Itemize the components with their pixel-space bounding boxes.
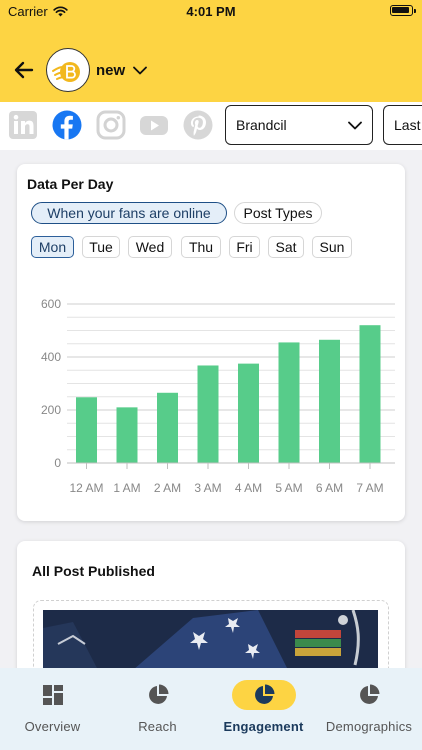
day-sun[interactable]: Sun <box>312 236 352 258</box>
x-tick-label: 1 AM <box>113 481 140 495</box>
chart-bar <box>359 325 381 463</box>
post-image[interactable] <box>43 610 378 670</box>
tab-icon-wrap <box>337 680 401 710</box>
tab-icon-wrap <box>21 680 85 710</box>
toggle-post-types-label: Post Types <box>243 205 313 221</box>
day-label: Thu <box>188 239 214 255</box>
date-range-value: Last <box>394 117 421 133</box>
day-label: Fri <box>236 239 253 255</box>
data-per-day-chart: 0 200 400 600 12 AM 1 AM 2 AM 3 AM 4 AM 5 AM 6 AM 7… <box>41 297 395 495</box>
day-thu[interactable]: Thu <box>181 236 221 258</box>
toggle-fans-online-label: When your fans are online <box>47 205 211 221</box>
pie-icon <box>360 684 380 704</box>
chevron-down-icon <box>133 66 148 75</box>
tab-demographics-label: Demographics <box>325 719 413 734</box>
brand-select[interactable]: Brandcil <box>225 105 373 145</box>
chart-bar <box>76 397 97 463</box>
battery-icon <box>390 5 416 16</box>
pinterest-icon[interactable] <box>183 110 213 140</box>
tab-engagement-label: Engagement <box>223 719 304 734</box>
toggle-post-types[interactable]: Post Types <box>234 202 322 224</box>
tab-icon-wrap <box>231 680 296 710</box>
chart-bar <box>157 392 178 463</box>
account-selector[interactable]: new <box>96 62 148 79</box>
date-range-select[interactable]: Last <box>383 105 422 145</box>
brand-select-value: Brandcil <box>236 117 287 133</box>
y-tick-label: 200 <box>41 403 61 417</box>
tab-reach[interactable]: Reach <box>105 680 210 736</box>
wifi-icon <box>53 6 68 17</box>
back-arrow-icon[interactable] <box>12 58 36 82</box>
post-image-graphic <box>43 610 378 670</box>
x-tick-label: 2 AM <box>154 481 181 495</box>
brand-logo-icon <box>52 62 80 82</box>
y-tick-label: 0 <box>54 456 61 470</box>
y-tick-label: 400 <box>41 350 61 364</box>
x-tick-label: 4 AM <box>235 481 262 495</box>
chart-bar <box>197 365 219 463</box>
day-sat[interactable]: Sat <box>268 236 304 258</box>
toggle-fans-online[interactable]: When your fans are online <box>31 202 227 224</box>
tab-demographics[interactable]: Demographics <box>316 680 422 736</box>
bottom-tab-bar <box>0 668 422 750</box>
status-time: 4:01 PM <box>186 4 236 19</box>
day-tue[interactable]: Tue <box>82 236 120 258</box>
instagram-icon[interactable] <box>96 110 126 140</box>
account-avatar[interactable] <box>46 48 90 92</box>
day-mon[interactable]: Mon <box>31 236 74 258</box>
pie-icon <box>148 684 168 704</box>
linkedin-icon[interactable] <box>8 110 38 140</box>
dashboard-icon <box>42 685 63 705</box>
day-wed[interactable]: Wed <box>128 236 172 258</box>
day-fri[interactable]: Fri <box>229 236 260 258</box>
tab-reach-label: Reach <box>138 719 177 734</box>
chevron-down-icon <box>348 121 362 129</box>
chart-bar <box>278 342 300 463</box>
x-tick-label: 12 AM <box>69 481 103 495</box>
app-header: Carrier 4:01 PM new <box>0 0 422 102</box>
day-label: Wed <box>135 239 165 255</box>
day-label: Mon <box>38 239 67 255</box>
status-bar: Carrier 4:01 PM <box>0 0 422 24</box>
x-tick-label: 3 AM <box>194 481 221 495</box>
x-tick-label: 6 AM <box>316 481 343 495</box>
chart-bar <box>116 407 138 463</box>
account-name: new <box>96 62 126 79</box>
tab-engagement[interactable]: Engagement <box>211 680 316 736</box>
tab-overview-label: Overview <box>24 719 81 734</box>
all-posts-title: All Post Published <box>32 563 155 579</box>
day-label: Sun <box>319 239 345 255</box>
pie-icon <box>254 684 274 704</box>
tab-icon-wrap <box>126 680 190 710</box>
x-tick-label: 5 AM <box>275 481 302 495</box>
day-label: Tue <box>89 239 113 255</box>
youtube-icon[interactable] <box>139 110 169 140</box>
data-per-day-title: Data Per Day <box>27 176 114 192</box>
chart-bar <box>319 339 340 463</box>
y-tick-label: 600 <box>41 297 61 311</box>
x-tick-label: 7 AM <box>356 481 383 495</box>
tab-overview[interactable]: Overview <box>0 680 105 736</box>
carrier-label: Carrier <box>8 4 48 19</box>
chart-bar <box>238 363 259 463</box>
facebook-icon[interactable] <box>52 110 82 140</box>
day-label: Sat <box>275 239 297 255</box>
carrier-info: Carrier <box>8 4 68 19</box>
